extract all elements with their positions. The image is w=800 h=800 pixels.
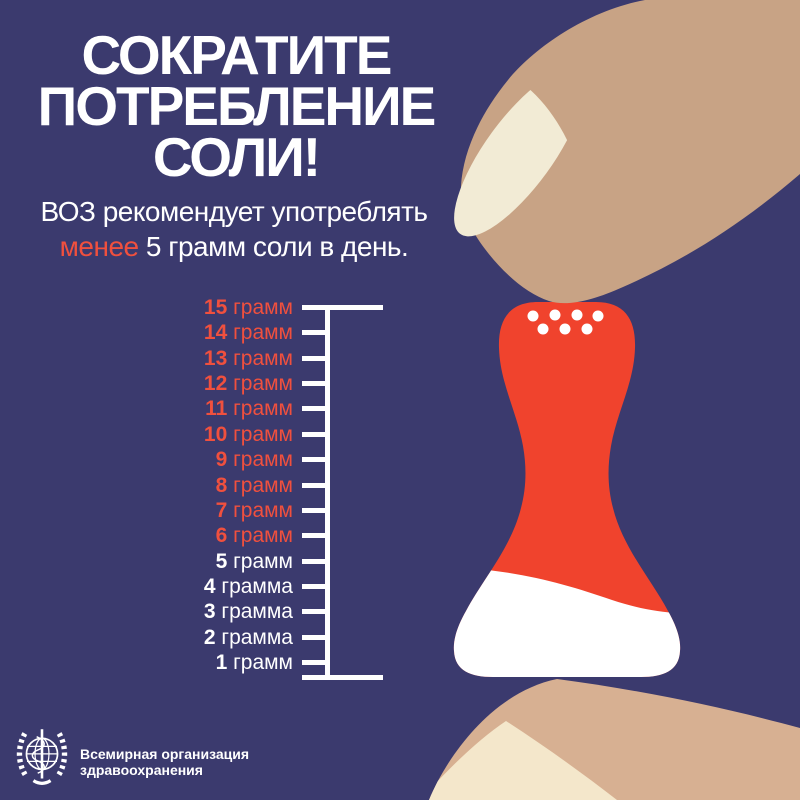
ruler-tick <box>302 583 330 589</box>
ruler-vertical-line <box>325 305 330 680</box>
title-line-3: СОЛИ! <box>152 126 321 188</box>
ruler-tick <box>302 558 330 564</box>
org-name-line-1: Всемирная организация <box>80 746 250 762</box>
scale-label-8g: 8 грамм <box>215 473 293 497</box>
scale-label-15g: 15 грамм <box>203 296 293 319</box>
scale-label-7g: 7 грамм <box>215 498 293 522</box>
ruler-tick <box>302 507 330 513</box>
recommendation-line-2-rest: 5 грамм соли в день. <box>138 231 409 262</box>
scale-label-3g: 3 грамма <box>203 600 293 624</box>
scale-label-10g: 10 грамм <box>203 422 293 446</box>
ruler-tick <box>302 381 330 387</box>
title-line-2: ПОТРЕБЛЕНИЕ <box>37 75 437 137</box>
recommendation-text: ВОЗ рекомендует употреблять менее 5 грам… <box>0 194 468 264</box>
scale-label-6g: 6 грамм <box>215 524 293 548</box>
ruler-tick <box>302 533 330 539</box>
scale-label-13g: 13 грамм <box>203 346 293 370</box>
ruler-baseline <box>302 675 383 680</box>
finger-supporting-icon <box>429 679 800 800</box>
ruler-tick <box>302 355 330 361</box>
org-name: Всемирная организация здравоохранения <box>80 746 249 778</box>
ruler-top-tick <box>302 305 383 310</box>
scale-labels: 15 грамм 14 грамм 13 грамм 12 грамм 11 грамм… <box>80 0 293 800</box>
title-line-1: СОКРАТИТЕ <box>81 24 393 86</box>
scale-label-4g: 4 грамма <box>203 574 293 598</box>
highlight-less-word: менее <box>59 231 139 262</box>
salt-shaker-icon <box>453 302 681 677</box>
scale-label-12g: 12 грамм <box>203 372 293 396</box>
ruler-tick <box>302 609 330 615</box>
ruler-tick <box>302 406 330 412</box>
scale-label-2g: 2 грамма <box>203 625 293 649</box>
ruler-tick <box>302 431 330 437</box>
scale-label-5g: 5 грамм <box>215 549 293 573</box>
recommendation-line-2: менее 5 грамм соли в день. <box>0 229 468 264</box>
page-title: СОКРАТИТЕ ПОТРЕБЛЕНИЕ СОЛИ! <box>0 24 472 188</box>
recommendation-line-1: ВОЗ рекомендует употреблять <box>40 196 428 227</box>
ruler-tick <box>302 482 330 488</box>
shaker-holes <box>527 309 604 335</box>
scale-label-11g: 11 грамм <box>205 397 293 421</box>
ruler-tick <box>302 457 330 463</box>
finger-pressing-icon <box>454 0 800 304</box>
ruler-tick <box>302 660 330 666</box>
salt-level <box>453 566 681 677</box>
ruler-tick <box>302 330 330 336</box>
who-emblem-icon <box>16 729 68 785</box>
scale-label-1g: 1 грамм <box>215 651 293 675</box>
fingernail-bottom <box>429 721 617 800</box>
ruler-tick <box>302 634 330 640</box>
org-name-line-2: здравоохранения <box>80 762 203 778</box>
scale-label-9g: 9 грамм <box>215 448 293 472</box>
scale-label-14g: 14 грамм <box>203 321 293 345</box>
